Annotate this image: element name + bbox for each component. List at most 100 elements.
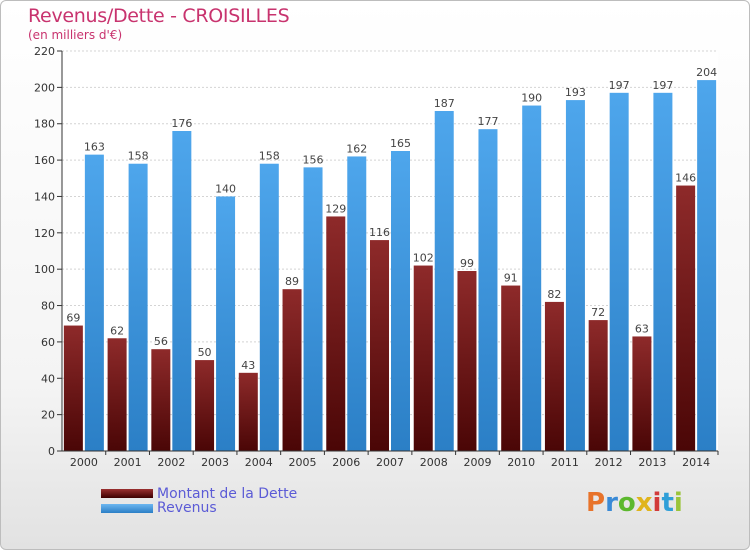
data-label-dette: 91	[504, 272, 518, 285]
logo-letter: P	[586, 488, 606, 518]
logo-letter: t	[661, 488, 674, 518]
logo-letter: o	[617, 488, 636, 518]
proxiti-logo: Proxiti	[586, 488, 683, 518]
data-label-revenus: 165	[390, 137, 411, 150]
x-tick-label: 2013	[638, 456, 666, 469]
data-label-revenus: 197	[652, 79, 673, 92]
x-tick-label: 2014	[682, 456, 710, 469]
bar-dette	[588, 320, 608, 451]
axes: 0 20 40 60 80 100 120 140 160 180 200 220 2000 2001 20…	[34, 45, 719, 469]
legend-swatch-dette	[101, 489, 153, 498]
bar-dette	[151, 349, 171, 451]
chart-title: Revenus/Dette - CROISILLES	[28, 5, 290, 27]
data-label-revenus: 204	[696, 66, 717, 79]
bar-dette	[676, 185, 696, 451]
bar-dette	[370, 240, 389, 451]
data-label-dette: 129	[325, 202, 346, 215]
bar-revenus	[609, 92, 629, 452]
data-label-dette: 43	[241, 359, 255, 372]
y-tick-label: 80	[41, 300, 55, 313]
bar-dette	[282, 289, 302, 451]
data-label-revenus: 197	[609, 79, 630, 92]
data-label-revenus: 193	[565, 86, 586, 99]
legend-label-revenus: Revenus	[157, 500, 217, 516]
x-tick-label: 2000	[70, 456, 98, 469]
bar-revenus	[259, 163, 279, 451]
bar-dette	[326, 216, 346, 451]
y-tick-label: 40	[41, 372, 55, 385]
data-label-revenus: 158	[259, 150, 280, 163]
data-label-revenus: 187	[434, 97, 455, 110]
x-tick-label: 2006	[332, 456, 360, 469]
legend-label-dette: Montant de la Dette	[157, 486, 298, 502]
bar-revenus	[128, 163, 148, 451]
x-tick-label: 2012	[595, 456, 623, 469]
bar-revenus	[478, 129, 498, 451]
gridlines	[62, 50, 718, 416]
bar-revenus	[653, 92, 673, 452]
x-tick-label: 2009	[463, 456, 491, 469]
plot-area	[62, 51, 718, 451]
bar-revenus	[347, 156, 367, 452]
y-tick-label: 0	[48, 445, 55, 458]
data-label-revenus: 177	[477, 115, 498, 128]
x-tick-label: 2010	[507, 456, 535, 469]
logo-letter: i	[652, 488, 662, 518]
logo-letter: i	[673, 488, 683, 518]
data-label-dette: 56	[154, 335, 168, 348]
bar-dette	[238, 372, 258, 451]
data-label-dette: 89	[285, 275, 299, 288]
bar-revenus	[565, 100, 585, 451]
bar-dette	[632, 336, 652, 451]
x-tick-label: 2005	[289, 456, 317, 469]
data-label-dette: 62	[110, 324, 124, 337]
data-label-dette: 102	[413, 252, 434, 265]
data-label-dette: 99	[460, 257, 474, 270]
bar-dette	[457, 271, 477, 451]
bar-revenus	[434, 111, 454, 451]
data-label-revenus: 140	[215, 182, 236, 195]
data-label-dette: 116	[369, 226, 390, 239]
data-labels: 69 163 62 158 56 176 50 140 43 158 89 156 129 162 116 1…	[66, 66, 717, 372]
bar-dette	[413, 265, 433, 451]
bar-revenus	[216, 196, 236, 451]
x-tick-label: 2003	[201, 456, 229, 469]
x-tick-label: 2002	[157, 456, 185, 469]
y-tick-label: 140	[34, 190, 55, 203]
data-label-dette: 146	[675, 172, 696, 185]
bar-dette	[107, 338, 127, 451]
y-tick-label: 120	[34, 227, 55, 240]
y-tick-label: 20	[41, 409, 55, 422]
y-tick-label: 100	[34, 263, 55, 276]
bar-revenus	[84, 154, 104, 452]
bars	[63, 80, 717, 452]
y-tick-label: 60	[41, 336, 55, 349]
chart-subtitle: (en milliers d'€)	[28, 28, 123, 42]
bar-revenus	[697, 80, 717, 451]
x-tick-label: 2008	[420, 456, 448, 469]
bar-revenus	[522, 105, 542, 451]
x-tick-label: 2011	[551, 456, 579, 469]
x-tick-label: 2004	[245, 456, 273, 469]
data-label-revenus: 190	[521, 92, 542, 105]
data-label-revenus: 156	[303, 153, 324, 166]
bar-revenus	[172, 131, 192, 451]
legend-swatch-revenus	[101, 504, 153, 513]
y-tick-label: 200	[34, 81, 55, 94]
data-label-dette: 82	[547, 288, 561, 301]
y-tick-label: 220	[34, 45, 55, 58]
data-label-dette: 63	[635, 322, 649, 335]
data-label-dette: 69	[66, 312, 80, 325]
data-label-dette: 72	[591, 306, 605, 319]
data-label-dette: 50	[198, 346, 212, 359]
data-label-revenus: 162	[346, 142, 367, 155]
bar-dette	[63, 325, 83, 451]
bar-revenus	[303, 167, 323, 451]
data-label-revenus: 158	[128, 150, 149, 163]
y-tick-label: 160	[34, 154, 55, 167]
x-tick-label: 2001	[114, 456, 142, 469]
logo-letter: x	[635, 488, 653, 518]
bar-dette	[195, 360, 215, 451]
